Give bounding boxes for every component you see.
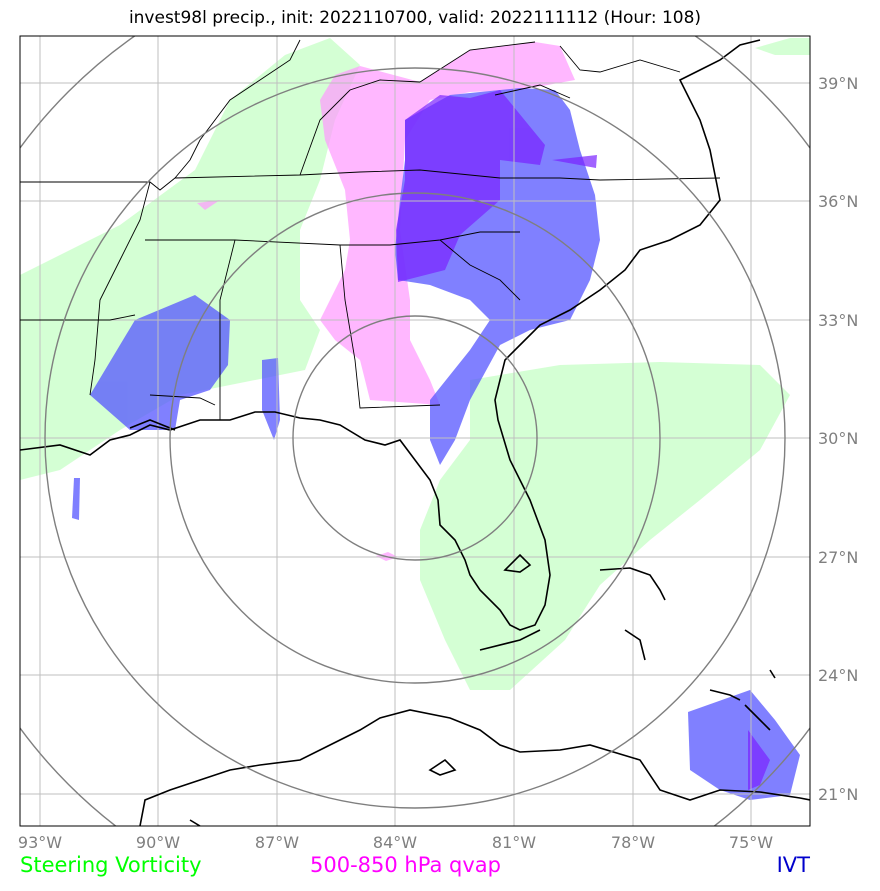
latitude-labels: 39°N 36°N 33°N 30°N 27°N 24°N 21°N — [818, 74, 858, 804]
lat-label: 30°N — [818, 429, 858, 448]
lon-label: 87°W — [255, 833, 299, 852]
coastlines — [20, 39, 810, 826]
state-borders — [20, 39, 721, 420]
lat-label: 21°N — [818, 785, 858, 804]
lon-label: 93°W — [18, 833, 62, 852]
lon-label: 90°W — [136, 833, 180, 852]
lat-label: 33°N — [818, 311, 858, 330]
legend-steering-vorticity: Steering Vorticity — [20, 853, 202, 877]
graticule — [20, 36, 810, 826]
ivt-core-shading — [396, 90, 770, 790]
lat-label: 27°N — [818, 548, 858, 567]
map-frame — [19, 35, 811, 827]
lat-label: 36°N — [818, 192, 858, 211]
lat-label: 24°N — [818, 666, 858, 685]
lat-label: 39°N — [818, 74, 858, 93]
legend-qvap: 500-850 hPa qvap — [310, 853, 501, 877]
lon-label: 81°W — [492, 833, 536, 852]
lon-label: 84°W — [373, 833, 417, 852]
map-title: invest98l precip., init: 2022110700, val… — [128, 8, 702, 28]
legend-ivt: IVT — [776, 853, 810, 877]
lon-label: 78°W — [611, 833, 655, 852]
longitude-labels: 93°W 90°W 87°W 84°W 81°W 78°W 75°W — [18, 833, 773, 852]
lon-label: 75°W — [729, 833, 773, 852]
